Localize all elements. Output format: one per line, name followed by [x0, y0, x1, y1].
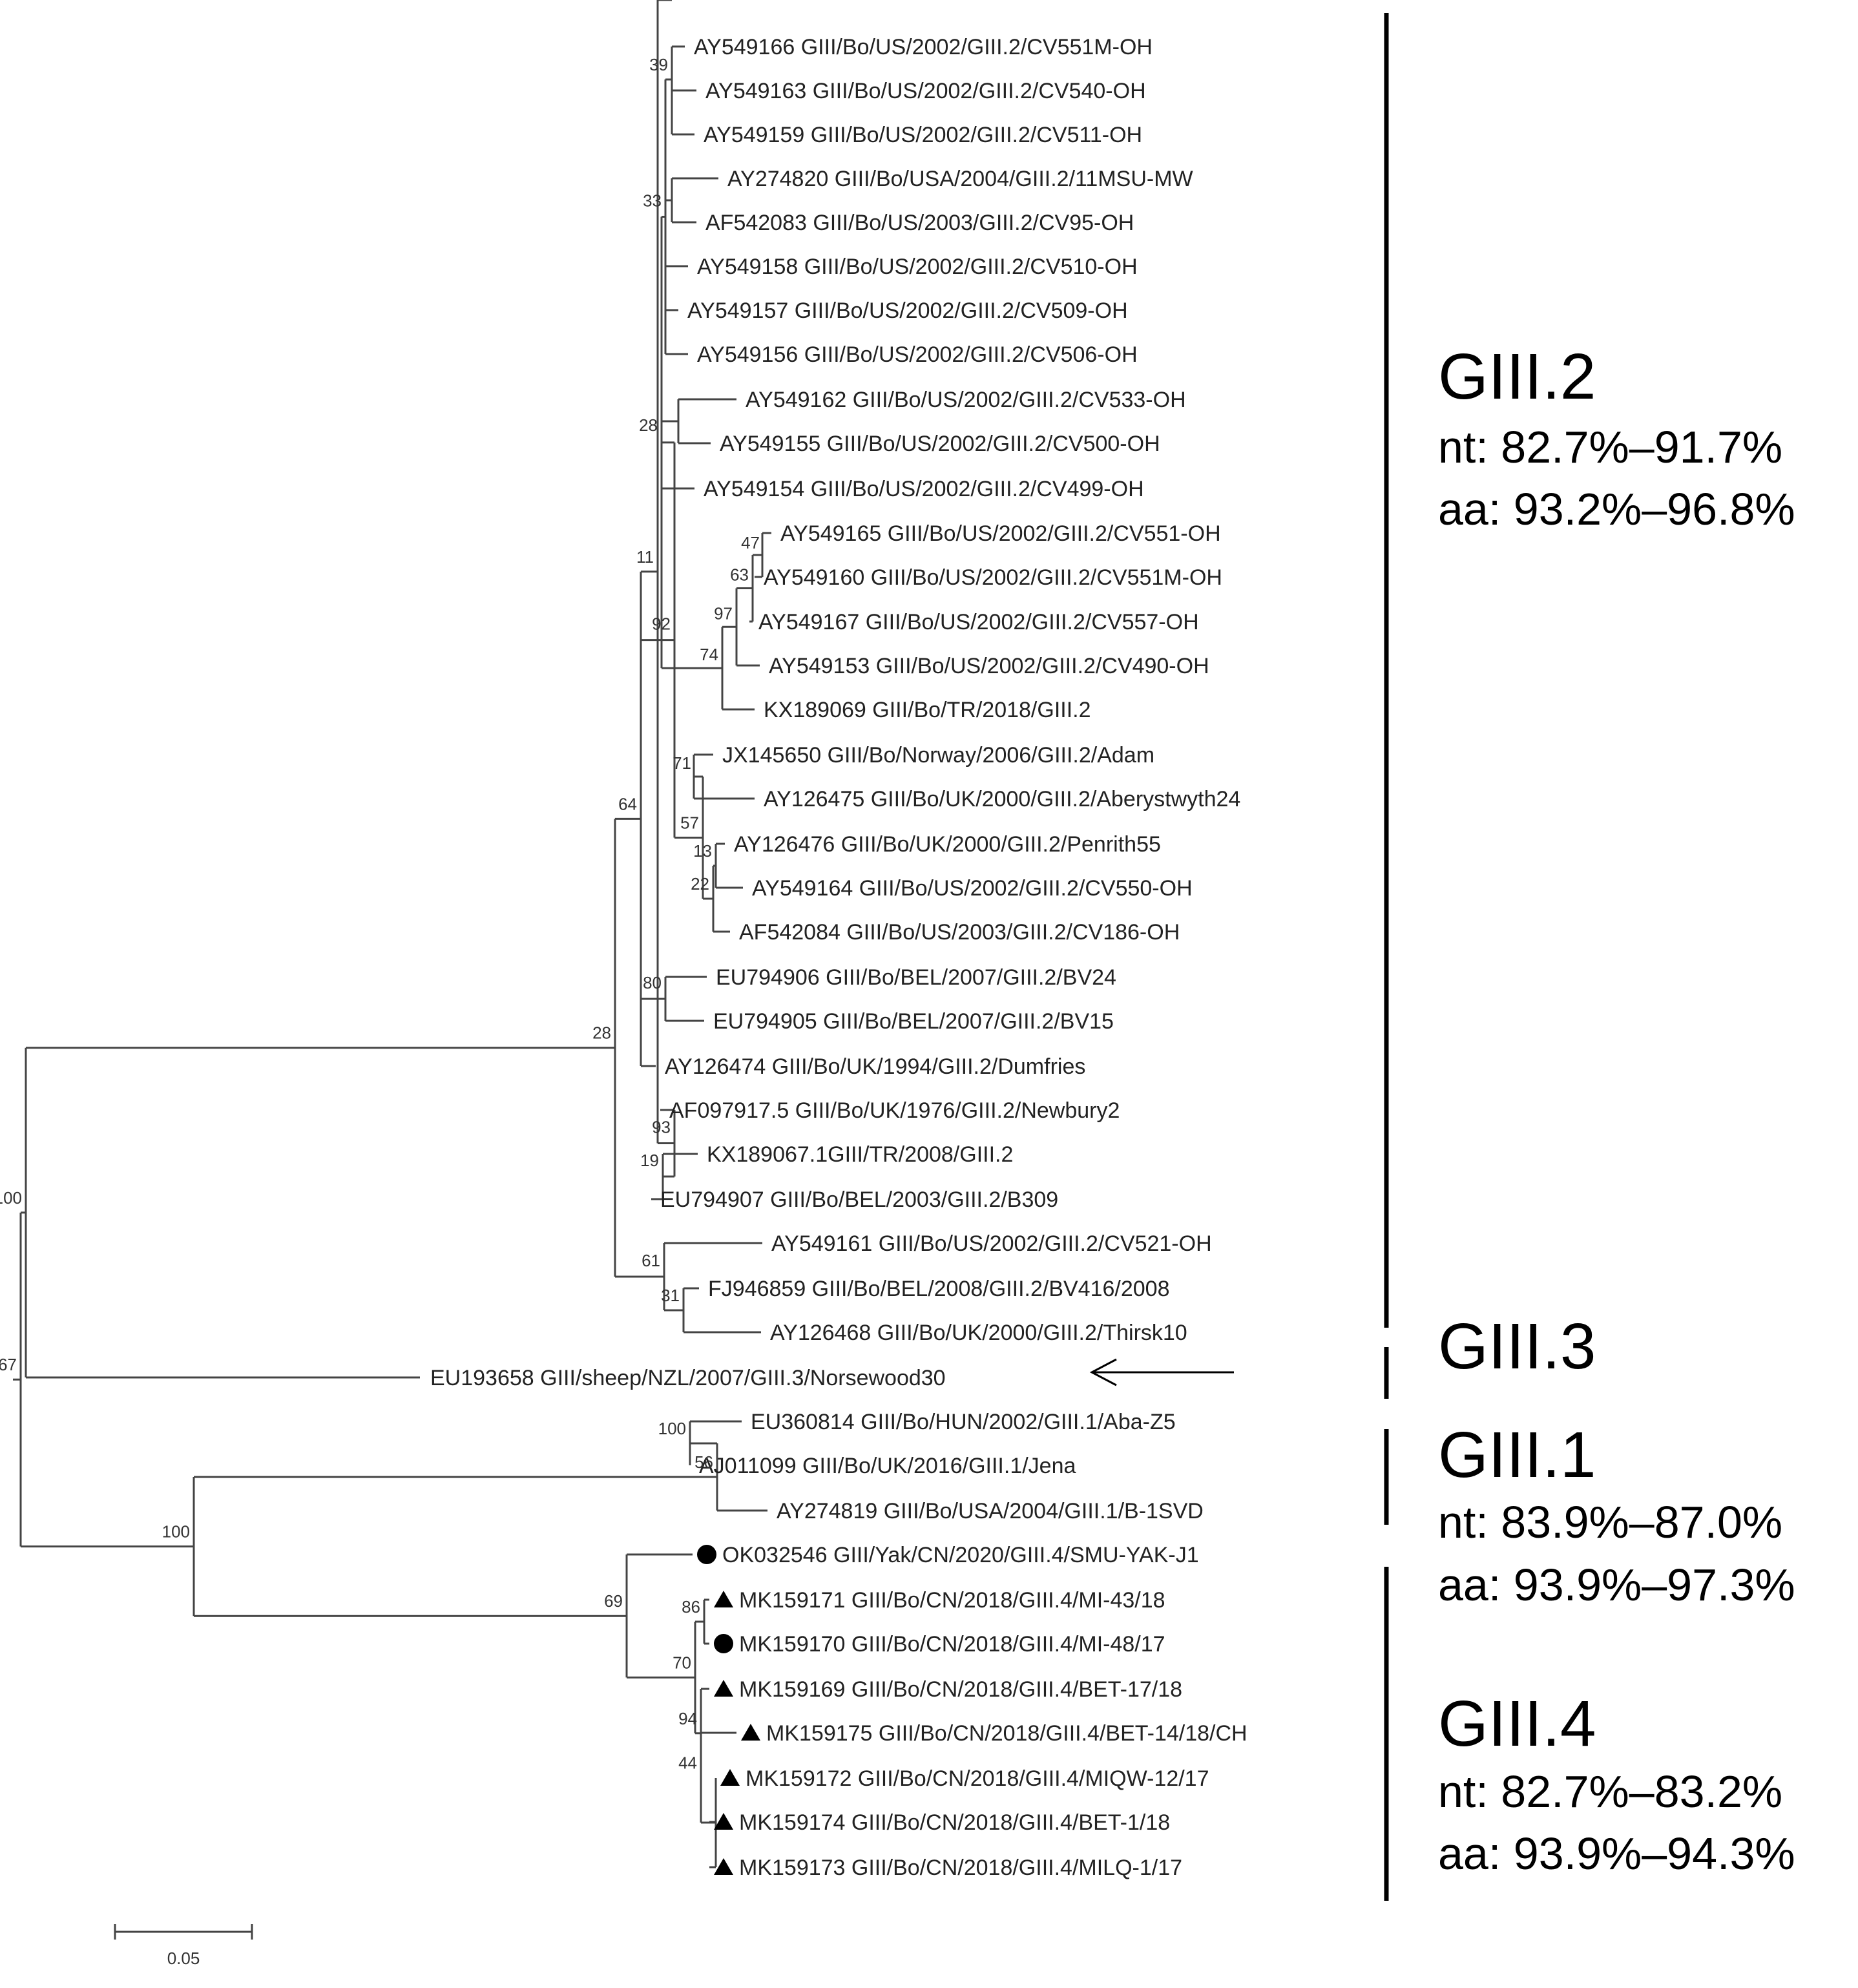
- group-giii1-name: GIII.1: [1438, 1419, 1596, 1491]
- leaf-label: KX189067.1GIII/TR/2008/GIII.2: [707, 1142, 1013, 1167]
- bootstrap-value: 61: [642, 1251, 660, 1270]
- leaf-label: AY126474 GIII/Bo/UK/1994/GIII.2/Dumfries: [665, 1054, 1085, 1079]
- leaf-label: EU794907 GIII/Bo/BEL/2003/GIII.2/B309: [660, 1188, 1058, 1212]
- bootstrap-value: 28: [592, 1023, 611, 1043]
- bootstrap-value: 64: [618, 794, 637, 813]
- group-giii1-aa: aa: 93.9%–97.3%: [1438, 1560, 1795, 1610]
- group-giii1-nt: nt: 83.9%–87.0%: [1438, 1497, 1782, 1547]
- bootstrap-value: 70: [673, 1653, 691, 1672]
- bootstrap-value: 86: [682, 1597, 700, 1617]
- leaf-label: MK159171 GIII/Bo/CN/2018/GIII.4/MI-43/18: [739, 1588, 1165, 1613]
- bootstrap-value: 69: [604, 1591, 623, 1611]
- bootstrap-value: 80: [643, 973, 662, 992]
- leaf-label: AY274819 GIII/Bo/USA/2004/GIII.1/B-1SVD: [777, 1499, 1204, 1523]
- leaf-label: MK159169 GIII/Bo/CN/2018/GIII.4/BET-17/1…: [739, 1677, 1182, 1702]
- leaf-label: EU794905 GIII/Bo/BEL/2007/GIII.2/BV15: [713, 1009, 1114, 1034]
- arrow-icon: [1089, 1358, 1234, 1386]
- bootstrap-value: 74: [700, 645, 718, 664]
- leaf-label: AJ011099 GIII/Bo/UK/2016/GIII.1/Jena: [699, 1454, 1076, 1478]
- leaf-label: MK159170 GIII/Bo/CN/2018/GIII.4/MI-48/17: [739, 1632, 1165, 1657]
- bootstrap-value: 67: [0, 1355, 17, 1374]
- bootstrap-value: 92: [652, 614, 671, 634]
- scale-bar-label: 0.05: [167, 1949, 200, 1968]
- triangle-marker-icon: [714, 1591, 733, 1607]
- bootstrap-value: 97: [714, 603, 733, 623]
- leaf-label: AY549159 GIII/Bo/US/2002/GIII.2/CV511-OH: [704, 123, 1142, 147]
- leaf-label: EU360814 GIII/Bo/HUN/2002/GIII.1/Aba-Z5: [751, 1410, 1176, 1434]
- circle-marker-icon: [697, 1545, 716, 1564]
- leaf-labels: AY549166 GIII/Bo/US/2002/GIII.2/CV551M-O…: [430, 35, 1247, 1880]
- leaf-label: AY549166 GIII/Bo/US/2002/GIII.2/CV551M-O…: [694, 35, 1153, 59]
- leaf-label: AY549158 GIII/Bo/US/2002/GIII.2/CV510-OH: [697, 255, 1138, 279]
- leaf-label: FJ946859 GIII/Bo/BEL/2008/GIII.2/BV416/2…: [708, 1277, 1169, 1301]
- group-giii2-nt: nt: 82.7%–91.7%: [1438, 422, 1782, 472]
- group-giii2-aa: aa: 93.2%–96.8%: [1438, 484, 1795, 534]
- leaf-label: AF542084 GIII/Bo/US/2003/GIII.2/CV186-OH: [739, 920, 1180, 945]
- bootstrap-value: 19: [640, 1151, 659, 1170]
- triangle-marker-icon: [741, 1724, 760, 1741]
- leaf-label: AY549162 GIII/Bo/US/2002/GIII.2/CV533-OH: [746, 388, 1186, 412]
- scale-bar: 0.05: [114, 1924, 253, 1968]
- bootstrap-value: 22: [691, 874, 709, 894]
- bootstrap-value: 44: [678, 1753, 697, 1773]
- bootstrap-value: 100: [162, 1522, 190, 1542]
- bootstrap-value: 100: [658, 1419, 686, 1438]
- bootstrap-value: 13: [693, 841, 712, 861]
- leaf-label: AY126476 GIII/Bo/UK/2000/GIII.2/Penrith5…: [734, 832, 1161, 857]
- circle-marker-icon: [714, 1634, 733, 1653]
- bootstrap-value: 71: [673, 753, 691, 773]
- group-giii3-name: GIII.3: [1438, 1310, 1596, 1383]
- leaf-label: AY549153 GIII/Bo/US/2002/GIII.2/CV490-OH: [769, 654, 1209, 678]
- leaf-label: KX189069 GIII/Bo/TR/2018/GIII.2: [764, 698, 1091, 722]
- leaf-label: AY549161 GIII/Bo/US/2002/GIII.2/CV521-OH: [771, 1231, 1212, 1256]
- leaf-label: AY549163 GIII/Bo/US/2002/GIII.2/CV540-OH: [705, 79, 1146, 103]
- leaf-label: AY549164 GIII/Bo/US/2002/GIII.2/CV550-OH: [752, 876, 1193, 901]
- group-giii2-name: GIII.2: [1438, 340, 1596, 413]
- triangle-marker-icon: [714, 1680, 733, 1697]
- bootstrap-value: 94: [678, 1709, 697, 1728]
- bootstrap-value: 11: [636, 547, 654, 567]
- bootstrap-value: 57: [680, 813, 699, 833]
- leaf-label: AY549165 GIII/Bo/US/2002/GIII.2/CV551-OH: [780, 521, 1221, 546]
- leaf-label: JX145650 GIII/Bo/Norway/2006/GIII.2/Adam: [722, 743, 1154, 768]
- bootstrap-value: 31: [661, 1286, 680, 1305]
- leaf-label: AY274820 GIII/Bo/USA/2004/GIII.2/11MSU-M…: [727, 167, 1193, 191]
- bootstrap-value: 93: [652, 1118, 671, 1137]
- leaf-label: AY549160 GIII/Bo/US/2002/GIII.2/CV551M-O…: [764, 565, 1222, 590]
- leaf-label: MK159174 GIII/Bo/CN/2018/GIII.4/BET-1/18: [739, 1810, 1170, 1835]
- leaf-label: AY126468 GIII/Bo/UK/2000/GIII.2/Thirsk10: [770, 1321, 1187, 1345]
- leaf-label: AY549167 GIII/Bo/US/2002/GIII.2/CV557-OH: [758, 610, 1199, 634]
- leaf-label: OK032546 GIII/Yak/CN/2020/GIII.4/SMU-YAK…: [722, 1543, 1199, 1567]
- group-giii4-name: GIII.4: [1438, 1688, 1596, 1760]
- bootstrap-value: 28: [639, 415, 658, 435]
- group-giii4-nt: nt: 82.7%–83.2%: [1438, 1766, 1782, 1817]
- bootstrap-value: 33: [643, 191, 662, 211]
- leaf-label: EU794906 GIII/Bo/BEL/2007/GIII.2/BV24: [716, 965, 1116, 990]
- leaf-label: AY549154 GIII/Bo/US/2002/GIII.2/CV499-OH: [704, 477, 1144, 501]
- leaf-label: AY549156 GIII/Bo/US/2002/GIII.2/CV506-OH: [697, 342, 1138, 367]
- leaf-label: AF542083 GIII/Bo/US/2003/GIII.2/CV95-OH: [705, 211, 1134, 235]
- leaf-label: AY126475 GIII/Bo/UK/2000/GIII.2/Aberystw…: [764, 787, 1240, 811]
- bootstrap-value: 56: [694, 1452, 713, 1472]
- leaf-label: AY549155 GIII/Bo/US/2002/GIII.2/CV500-OH: [720, 432, 1160, 456]
- triangle-marker-icon: [714, 1858, 733, 1875]
- leaf-label: MK159173 GIII/Bo/CN/2018/GIII.4/MILQ-1/1…: [739, 1856, 1182, 1880]
- tree-branches: [13, 0, 771, 1868]
- bootstrap-value: 47: [741, 533, 760, 552]
- bootstrap-value: 39: [649, 55, 668, 74]
- group-giii4-aa: aa: 93.9%–94.3%: [1438, 1828, 1795, 1879]
- leaf-label: AF097917.5 GIII/Bo/UK/1976/GIII.2/Newbur…: [669, 1098, 1120, 1123]
- leaf-label: AY549157 GIII/Bo/US/2002/GIII.2/CV509-OH: [687, 298, 1128, 323]
- leaf-label: EU193658 GIII/sheep/NZL/2007/GIII.3/Nors…: [430, 1366, 946, 1390]
- bootstrap-value: 63: [730, 565, 749, 585]
- bootstrap-values: 39 33 28 47 57 64 63 97 74 71 13 22 92 80 11 28 93 100 19 3…: [0, 55, 760, 1773]
- leaf-label: MK159172 GIII/Bo/CN/2018/GIII.4/MIQW-12/…: [746, 1766, 1209, 1791]
- leaf-markers: [697, 1545, 760, 1875]
- triangle-marker-icon: [720, 1769, 740, 1786]
- triangle-marker-icon: [714, 1813, 733, 1830]
- leaf-label: MK159175 GIII/Bo/CN/2018/GIII.4/BET-14/1…: [766, 1721, 1247, 1746]
- bootstrap-value: 100: [0, 1188, 22, 1208]
